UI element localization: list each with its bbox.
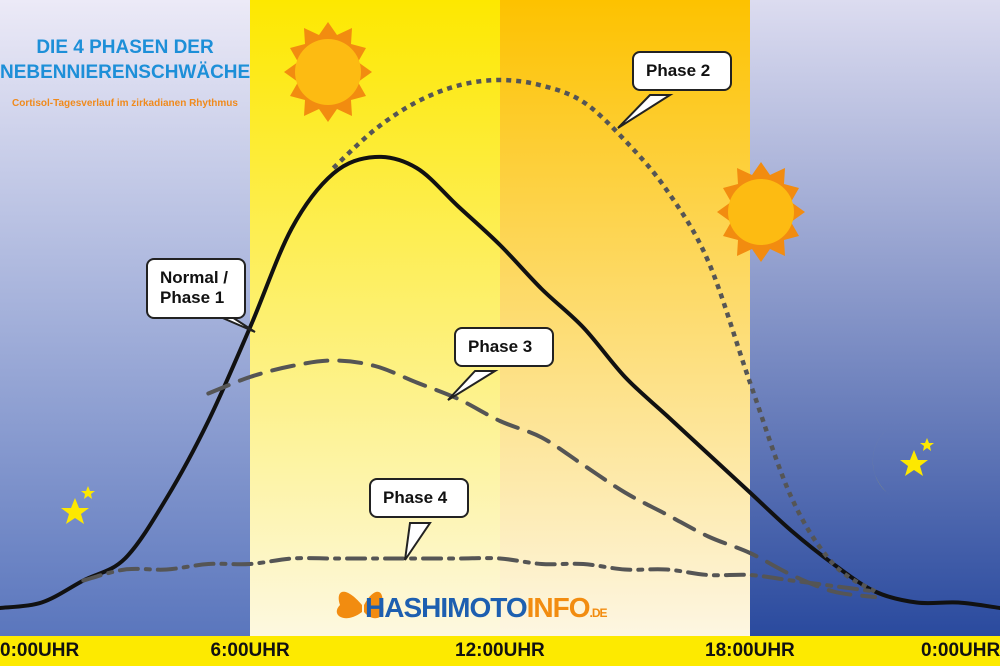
logo: HASHIMOTOINFO.DE <box>365 592 608 624</box>
legend-item: Phase 4 <box>369 478 469 519</box>
series-line <box>331 77 877 594</box>
legend-item: Normal / Phase 1 <box>146 258 246 319</box>
x-tick-label: 6:00UHR <box>210 640 290 661</box>
night-bg <box>750 0 1000 636</box>
series-line <box>0 154 1000 610</box>
title: DIE 4 PHASEN DER NEBENNIERENSCHWÄCHE <box>0 37 251 83</box>
x-tick-label: 0:00UHR <box>921 640 1000 661</box>
legend-item: Phase 2 <box>632 51 732 92</box>
logo-suffix: INFO <box>526 592 591 623</box>
x-tick-label: 18:00UHR <box>705 640 795 661</box>
logo-name: HASHIMOTO <box>365 592 528 623</box>
callout-pointer <box>447 370 499 401</box>
callout-pointer <box>404 522 432 561</box>
morning-bg <box>250 0 500 636</box>
butterfly <box>336 591 384 619</box>
moon <box>872 420 934 504</box>
sun <box>717 162 805 262</box>
logo-tld: .DE <box>589 606 608 620</box>
x-tick-label: 12:00UHR <box>455 640 545 661</box>
moon <box>27 468 95 552</box>
x-tick-label: 0:00UHR <box>0 640 80 661</box>
axis-band <box>0 636 1000 666</box>
legend-item: Phase 3 <box>454 327 554 368</box>
afternoon-bg <box>500 0 750 636</box>
callout-pointer <box>617 94 674 129</box>
subtitle: Cortisol-Tagesverlauf im zirkadianen Rhy… <box>12 98 238 109</box>
series-line <box>206 358 877 599</box>
sun <box>284 22 372 122</box>
series-line <box>81 556 877 594</box>
